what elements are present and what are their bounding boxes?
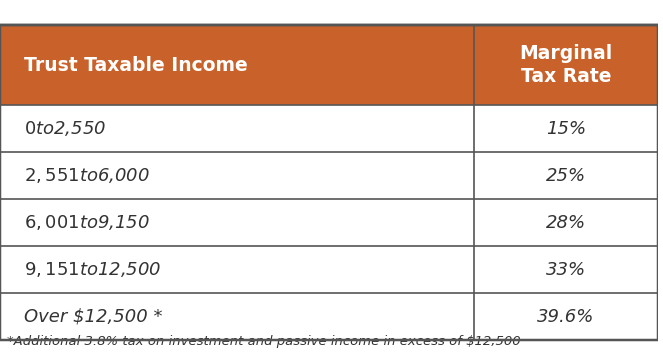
- Bar: [0, 105, 474, 152]
- Text: $2,551 to $6,000: $2,551 to $6,000: [24, 166, 149, 185]
- Text: 15%: 15%: [546, 119, 586, 138]
- Text: 28%: 28%: [546, 214, 586, 232]
- Text: 25%: 25%: [546, 167, 586, 185]
- Bar: [0, 152, 474, 199]
- Text: *Additional 3.8% tax on investment and passive income in excess of $12,500: *Additional 3.8% tax on investment and p…: [7, 334, 520, 348]
- Bar: [474, 25, 658, 105]
- Text: Trust Taxable Income: Trust Taxable Income: [24, 56, 247, 75]
- Text: $9,151 to $12,500: $9,151 to $12,500: [24, 260, 161, 279]
- Bar: [474, 152, 658, 199]
- Text: $6,001 to $9,150: $6,001 to $9,150: [24, 213, 149, 232]
- Bar: [474, 293, 658, 340]
- Text: Over $12,500 *: Over $12,500 *: [24, 308, 162, 326]
- Text: 39.6%: 39.6%: [537, 308, 595, 326]
- Bar: [0, 25, 658, 340]
- Bar: [0, 199, 474, 246]
- Bar: [474, 199, 658, 246]
- Bar: [474, 105, 658, 152]
- Bar: [0, 246, 474, 293]
- Bar: [0, 293, 474, 340]
- Bar: [0, 25, 474, 105]
- Text: 33%: 33%: [546, 261, 586, 279]
- Bar: [474, 246, 658, 293]
- Text: $0 to $2,550: $0 to $2,550: [24, 119, 106, 138]
- Text: Marginal
Tax Rate: Marginal Tax Rate: [519, 44, 613, 87]
